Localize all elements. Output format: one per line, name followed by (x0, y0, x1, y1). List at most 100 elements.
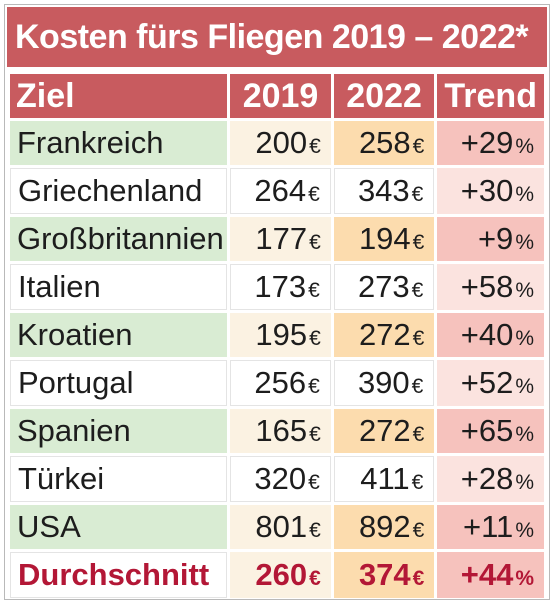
percent-sign: % (515, 519, 534, 542)
trend-cell: +9% (437, 217, 544, 261)
price-2022-cell: 194€ (333, 217, 435, 261)
price-2019-cell-value: 256 (254, 365, 307, 400)
price-2019-cell: 165€ (230, 409, 331, 453)
price-2019-cell-value: 801 (255, 509, 308, 544)
cost-table-panel: Kosten fürs Fliegen 2019 – 2022* Ziel 20… (4, 4, 550, 600)
price-2019-cell-value: 320 (254, 461, 307, 496)
destination-cell: Griechenland (10, 168, 228, 214)
destination-cell: Türkei (10, 456, 228, 502)
table-row: Kroatien 195€ 272€ +40% (10, 313, 544, 357)
euro-sign: € (309, 327, 321, 350)
trend-cell: +11% (437, 505, 544, 549)
trend-value: +40 (460, 317, 514, 352)
euro-sign: € (412, 231, 425, 254)
price-2019-cell-value: 177 (255, 221, 308, 256)
price-2019-cell-value: 200 (255, 125, 308, 160)
trend-cell: +28% (437, 456, 544, 502)
trend-cell: +52% (437, 360, 544, 406)
destination-cell: USA (10, 505, 228, 549)
price-2022-cell-value: 272 (358, 413, 411, 448)
euro-sign: € (309, 567, 321, 590)
price-2022-cell: 892€ (333, 505, 435, 549)
table-row: Italien 173€ 273€ +58% (10, 264, 544, 310)
price-2022-cell-value: 272 (358, 317, 411, 352)
table-row: Frankreich 200€ 258€ +29% (10, 121, 544, 165)
trend-cell: +58% (437, 264, 544, 310)
price-2022-cell-value: 258 (358, 125, 411, 160)
price-2022-cell: 411€ (333, 456, 435, 502)
price-2019-cell: 173€ (230, 264, 331, 310)
price-2022-cell-value: 411 (360, 461, 410, 496)
trend-cell: +65% (437, 409, 544, 453)
trend-value: +11 (463, 509, 514, 544)
price-2019-cell: 320€ (230, 456, 331, 502)
price-2019-cell: 256€ (230, 360, 331, 406)
percent-sign: % (515, 183, 534, 206)
table-row: Griechenland 264€ 343€ +30% (10, 168, 544, 214)
price-2022-cell: 272€ (333, 313, 435, 357)
price-2022-cell-value: 390 (357, 365, 410, 400)
destination-cell: Portugal (10, 360, 228, 406)
percent-sign: % (515, 231, 534, 254)
table-row: Spanien 165€ 272€ +65% (10, 409, 544, 453)
euro-sign: € (309, 135, 321, 158)
price-2022-cell: 273€ (333, 264, 435, 310)
table-body: Frankreich 200€ 258€ +29% Griechenland 264€ 34… (10, 121, 544, 598)
price-2022-cell: 390€ (333, 360, 435, 406)
header-row: Ziel 2019 2022 Trend (10, 74, 544, 118)
percent-sign: % (515, 135, 534, 158)
euro-sign: € (411, 279, 424, 302)
trend-value: +28 (460, 461, 514, 496)
price-2022-cell-value: 194 (358, 221, 411, 256)
euro-sign: € (411, 375, 424, 398)
price-2019-cell-value: 264 (254, 173, 307, 208)
euro-sign: € (309, 423, 321, 446)
price-2022-cell-value: 343 (357, 173, 410, 208)
price-2022-cell: 272€ (333, 409, 435, 453)
price-2019-cell: 200€ (230, 121, 331, 165)
euro-sign: € (308, 375, 320, 398)
price-2022-cell-value: 374 (358, 557, 411, 592)
destination-cell: Spanien (10, 409, 228, 453)
euro-sign: € (412, 327, 425, 350)
table-row: Türkei 320€ 411€ +28% (10, 456, 544, 502)
euro-sign: € (309, 231, 321, 254)
destination-cell: Durchschnitt (10, 552, 228, 598)
column-header-2022: 2022 (333, 74, 435, 118)
euro-sign: € (411, 183, 424, 206)
trend-value: +29 (460, 125, 514, 160)
column-header-trend: Trend (437, 74, 544, 118)
price-2019-cell-value: 260 (255, 557, 308, 592)
cost-table: Ziel 2019 2022 Trend Frankreich 200€ 258€ +… (7, 71, 547, 601)
percent-sign: % (515, 279, 534, 302)
percent-sign: % (515, 423, 534, 446)
percent-sign: % (515, 471, 534, 494)
trend-cell: +29% (437, 121, 544, 165)
column-header-2019: 2019 (230, 74, 331, 118)
price-2019-cell-value: 165 (255, 413, 308, 448)
trend-value: +9 (477, 221, 514, 256)
percent-sign: % (515, 327, 534, 350)
trend-value: +52 (460, 365, 514, 400)
price-2019-cell: 264€ (230, 168, 331, 214)
euro-sign: € (412, 135, 425, 158)
euro-sign: € (412, 519, 425, 542)
destination-cell: Italien (10, 264, 228, 310)
euro-sign: € (411, 471, 424, 494)
column-header-ziel: Ziel (10, 74, 228, 118)
price-2019-cell: 260€ (230, 552, 331, 598)
euro-sign: € (412, 423, 425, 446)
trend-value: +65 (460, 413, 514, 448)
destination-cell: Frankreich (10, 121, 228, 165)
percent-sign: % (515, 567, 534, 590)
trend-cell: +40% (437, 313, 544, 357)
euro-sign: € (412, 567, 425, 590)
table-row: Großbritannien 177€ 194€ +9% (10, 217, 544, 261)
price-2019-cell: 801€ (230, 505, 331, 549)
euro-sign: € (308, 471, 320, 494)
table-row: Portugal 256€ 390€ +52% (10, 360, 544, 406)
price-2019-cell: 195€ (230, 313, 331, 357)
percent-sign: % (515, 375, 534, 398)
euro-sign: € (308, 279, 320, 302)
price-2022-cell: 374€ (333, 552, 435, 598)
